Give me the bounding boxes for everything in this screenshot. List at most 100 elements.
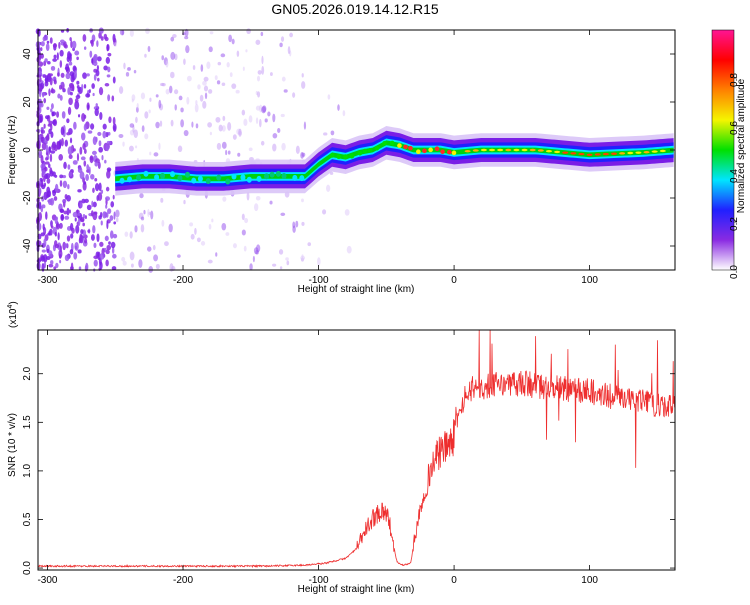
noise-blob <box>241 213 245 221</box>
noise-blob <box>241 229 246 236</box>
noise-blob <box>55 223 61 230</box>
noise-blob <box>74 242 79 251</box>
noise-blob <box>109 215 114 221</box>
noise-blob <box>92 201 97 208</box>
noise-blob <box>155 263 160 270</box>
noise-blob <box>202 80 207 86</box>
noise-blob <box>43 254 48 263</box>
noise-blob <box>38 187 42 195</box>
noise-blob <box>45 255 51 261</box>
noise-blob <box>102 130 107 139</box>
noise-blob <box>106 74 111 78</box>
noise-blob <box>228 34 233 43</box>
noise-blob <box>112 116 116 125</box>
noise-blob <box>144 111 149 119</box>
noise-blob <box>204 92 208 100</box>
snr-y-multiplier-exp: 4 <box>7 305 14 309</box>
noise-blob <box>286 260 290 266</box>
noise-blob <box>50 103 54 110</box>
ridge-spot <box>225 178 231 185</box>
noise-blob <box>99 112 103 120</box>
ridge-spot <box>537 149 544 152</box>
noise-blob <box>155 94 159 98</box>
noise-blob <box>92 92 95 97</box>
noise-blob <box>327 94 331 100</box>
ridge-spot <box>562 151 569 154</box>
snr-background <box>38 330 675 570</box>
noise-blob <box>69 137 73 144</box>
snr-x-tick-label: 0 <box>451 575 457 586</box>
noise-blob <box>51 87 54 94</box>
noise-blob <box>70 233 74 239</box>
noise-blob <box>272 113 276 123</box>
noise-blob <box>113 221 117 225</box>
noise-blob <box>50 225 54 229</box>
snr-series-line <box>37 329 675 569</box>
noise-blob <box>257 70 262 75</box>
noise-blob <box>60 213 65 221</box>
ridge-spot <box>216 174 222 181</box>
noise-blob <box>76 56 79 61</box>
noise-blob <box>43 191 48 201</box>
noise-blob <box>68 209 72 214</box>
noise-blob <box>114 42 117 47</box>
noise-blob <box>91 200 94 208</box>
ridge-spot <box>389 140 395 146</box>
noise-blob <box>307 242 312 247</box>
noise-blob <box>40 53 44 59</box>
noise-blob <box>43 123 46 129</box>
ridge-spot <box>578 152 585 156</box>
noise-blob <box>69 248 74 255</box>
noise-blob <box>99 261 103 270</box>
noise-blob <box>48 163 51 168</box>
noise-blob <box>91 58 94 64</box>
noise-blob <box>61 111 66 119</box>
noise-blob <box>209 31 214 35</box>
noise-blob <box>76 80 80 85</box>
noise-blob <box>93 242 97 248</box>
noise-blob <box>91 83 95 89</box>
noise-blob <box>285 257 289 261</box>
noise-blob <box>49 197 55 206</box>
noise-blob <box>98 140 102 147</box>
noise-blob <box>106 140 112 145</box>
noise-blob <box>184 36 189 40</box>
noise-blob <box>344 209 350 216</box>
noise-blob <box>255 105 261 111</box>
noise-blob <box>67 164 71 170</box>
noise-blob <box>133 129 138 138</box>
noise-blob <box>62 175 67 179</box>
noise-blob <box>129 123 135 128</box>
ridge-spot <box>357 150 363 156</box>
ridge-spot <box>281 173 287 180</box>
noise-blob <box>39 115 43 123</box>
noise-blob <box>74 50 80 56</box>
noise-blob <box>41 184 46 190</box>
noise-blob <box>289 32 293 38</box>
ridge-spot <box>269 171 275 178</box>
noise-blob <box>261 55 264 65</box>
ridge-spot <box>554 150 561 154</box>
noise-blob <box>189 222 194 227</box>
noise-blob <box>51 111 57 117</box>
noise-blob <box>287 46 291 55</box>
noise-blob <box>141 125 145 133</box>
noise-blob <box>191 121 194 128</box>
noise-blob <box>129 251 135 261</box>
ridge-spot <box>246 176 252 183</box>
noise-blob <box>44 75 49 84</box>
snr-y-multiplier-close: ) <box>8 301 19 304</box>
noise-blob <box>93 74 97 81</box>
noise-blob <box>211 218 214 223</box>
noise-blob <box>244 218 249 224</box>
noise-blob <box>104 235 109 242</box>
noise-blob <box>66 132 71 136</box>
noise-blob <box>152 244 156 251</box>
noise-blob <box>109 230 114 239</box>
noise-blob <box>246 28 251 35</box>
colorbar-tick-label: 0.6 <box>729 121 740 135</box>
noise-blob <box>217 61 222 66</box>
noise-blob <box>64 243 68 248</box>
noise-blob <box>72 211 78 218</box>
noise-blob <box>144 53 147 58</box>
